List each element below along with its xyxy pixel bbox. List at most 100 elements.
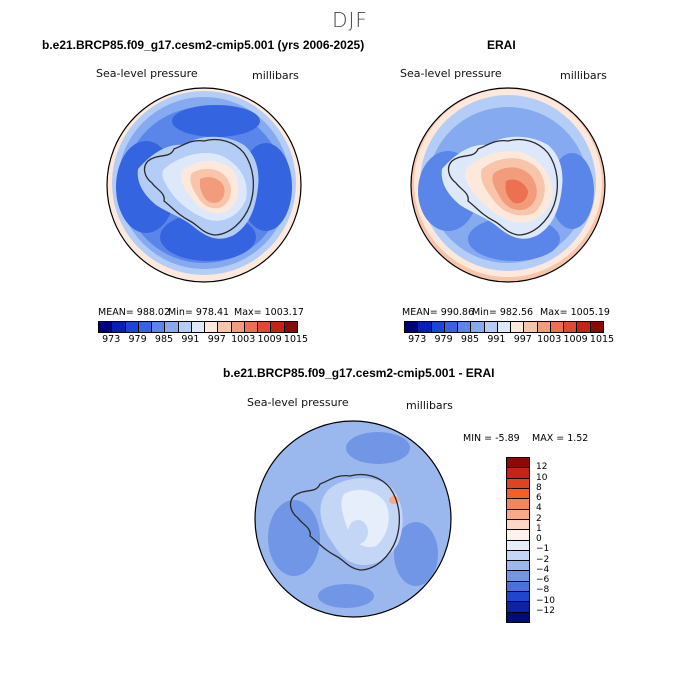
colorbar-tick-label: −10 xyxy=(536,595,555,606)
colorbar-tick-label: 12 xyxy=(536,462,548,473)
panel-1-min: Min= 978.41 xyxy=(168,307,230,318)
colorbar-swatch xyxy=(507,478,529,489)
colorbar-swatch xyxy=(507,530,529,541)
panel-1-title: b.e21.BRCP85.f09_g17.cesm2-cmip5.001 (yr… xyxy=(42,38,365,52)
colorbar-swatch xyxy=(590,322,603,332)
colorbar-swatch xyxy=(537,322,551,332)
colorbar-tick-label: 1009 xyxy=(257,334,282,345)
colorbar-tick-label: 991 xyxy=(181,334,200,345)
colorbar-tick-label: 8 xyxy=(536,482,542,493)
colorbar-swatch xyxy=(507,581,529,593)
antarctica-coastline xyxy=(447,138,559,236)
page-title: DJF xyxy=(332,8,368,32)
colorbar-swatch xyxy=(218,322,232,332)
colorbar-swatch xyxy=(507,499,529,510)
panel-3-min: MIN = -5.89 xyxy=(463,433,520,444)
colorbar-swatch xyxy=(165,322,179,332)
colorbar-tick-label: 991 xyxy=(487,334,506,345)
panel-2-mean: MEAN= 990.86 xyxy=(402,307,475,318)
panel-3-units: millibars xyxy=(406,399,453,412)
colorbar-swatch xyxy=(507,468,529,479)
colorbar-swatch xyxy=(507,592,529,603)
colorbar-swatch xyxy=(99,322,113,332)
colorbar-tick-label: 1015 xyxy=(589,334,615,345)
colorbar-tick-label: 0 xyxy=(536,534,542,544)
colorbar-swatch xyxy=(507,458,529,469)
antarctica-coastline xyxy=(289,473,401,571)
colorbar-swatch xyxy=(191,322,206,332)
colorbar-tick-label: 997 xyxy=(207,334,226,345)
colorbar-swatch xyxy=(507,488,529,500)
colorbar-tick-label: −6 xyxy=(536,575,550,585)
panel-1-colorbar xyxy=(98,321,298,333)
colorbar-tick-label: 985 xyxy=(460,334,480,345)
colorbar-tick-label: 1003 xyxy=(231,334,256,345)
colorbar-tick-label: 973 xyxy=(102,334,121,345)
colorbar-tick-label: 1 xyxy=(536,523,542,534)
panel-1-variable: Sea-level pressure xyxy=(96,67,198,80)
colorbar-swatch xyxy=(507,602,529,613)
colorbar-tick-label: 2 xyxy=(536,513,542,524)
colorbar-swatch xyxy=(471,322,485,332)
colorbar-tick-label: 10 xyxy=(536,472,548,483)
antarctica-coastline xyxy=(143,138,255,236)
colorbar-swatch xyxy=(511,322,525,332)
colorbar-swatch xyxy=(405,322,419,332)
diff-negative-east xyxy=(394,522,438,586)
colorbar-swatch xyxy=(284,322,297,332)
panel-1-units: millibars xyxy=(252,69,299,82)
colorbar-tick-label: −4 xyxy=(536,564,550,575)
colorbar-swatch xyxy=(138,322,153,332)
panel-3-title: b.e21.BRCP85.f09_g17.cesm2-cmip5.001 - E… xyxy=(223,366,495,380)
colorbar-tick-label: 985 xyxy=(154,334,174,345)
colorbar-swatch xyxy=(577,322,591,332)
colorbar-swatch xyxy=(507,612,529,622)
colorbar-tick-label: 979 xyxy=(434,334,453,345)
panel-1-map xyxy=(106,87,302,283)
panel-2-colorbar xyxy=(404,321,604,333)
panel-1-colorbar-ticks: 973 979 985 991 997 1003 1009 1015 xyxy=(98,334,308,348)
colorbar-tick-label: 973 xyxy=(408,334,427,345)
colorbar-tick-label: −8 xyxy=(536,585,550,596)
panel-3-variable: Sea-level pressure xyxy=(247,396,349,409)
colorbar-swatch xyxy=(550,322,565,332)
panel-2-units: millibars xyxy=(560,69,607,82)
colorbar-swatch xyxy=(125,322,139,332)
colorbar-swatch xyxy=(484,322,498,332)
diff-negative-west xyxy=(268,500,320,576)
panel-3-map xyxy=(254,420,452,618)
colorbar-swatch xyxy=(271,322,285,332)
colorbar-swatch xyxy=(178,322,192,332)
colorbar-tick-label: −12 xyxy=(536,605,555,616)
panel-2-map xyxy=(410,87,606,283)
colorbar-swatch xyxy=(258,322,272,332)
map-frame xyxy=(254,420,452,618)
colorbar-swatch xyxy=(244,322,259,332)
panel-1-max: Max= 1003.17 xyxy=(234,307,304,318)
panel-2-min: Min= 982.56 xyxy=(472,307,534,318)
panel-3-colorbar-ticks: 12 10 8 6 4 2 1 0 −1 −2 −4 −6 −8 −10 −12 xyxy=(536,457,576,621)
panel-2-colorbar-ticks: 973 979 985 991 997 1003 1009 1015 xyxy=(404,334,614,348)
colorbar-swatch xyxy=(152,322,166,332)
colorbar-swatch xyxy=(418,322,432,332)
colorbar-tick-label: 1015 xyxy=(283,334,309,345)
colorbar-tick-label: −1 xyxy=(536,544,550,555)
colorbar-swatch xyxy=(507,561,529,572)
panel-2-variable: Sea-level pressure xyxy=(400,67,502,80)
colorbar-swatch xyxy=(205,322,219,332)
colorbar-swatch xyxy=(231,322,245,332)
panel-3-colorbar xyxy=(506,457,530,623)
colorbar-tick-label: 1009 xyxy=(563,334,588,345)
colorbar-swatch xyxy=(524,322,538,332)
colorbar-swatch xyxy=(444,322,459,332)
colorbar-swatch xyxy=(507,540,529,551)
colorbar-tick-label: −2 xyxy=(536,554,550,565)
colorbar-tick-label: 4 xyxy=(536,503,542,514)
colorbar-tick-label: 997 xyxy=(513,334,532,345)
colorbar-swatch xyxy=(507,571,529,582)
colorbar-tick-label: 979 xyxy=(128,334,147,345)
panel-3-max: MAX = 1.52 xyxy=(532,433,589,444)
diff-negative-north xyxy=(346,432,410,464)
map-frame xyxy=(410,87,606,283)
colorbar-swatch xyxy=(564,322,578,332)
